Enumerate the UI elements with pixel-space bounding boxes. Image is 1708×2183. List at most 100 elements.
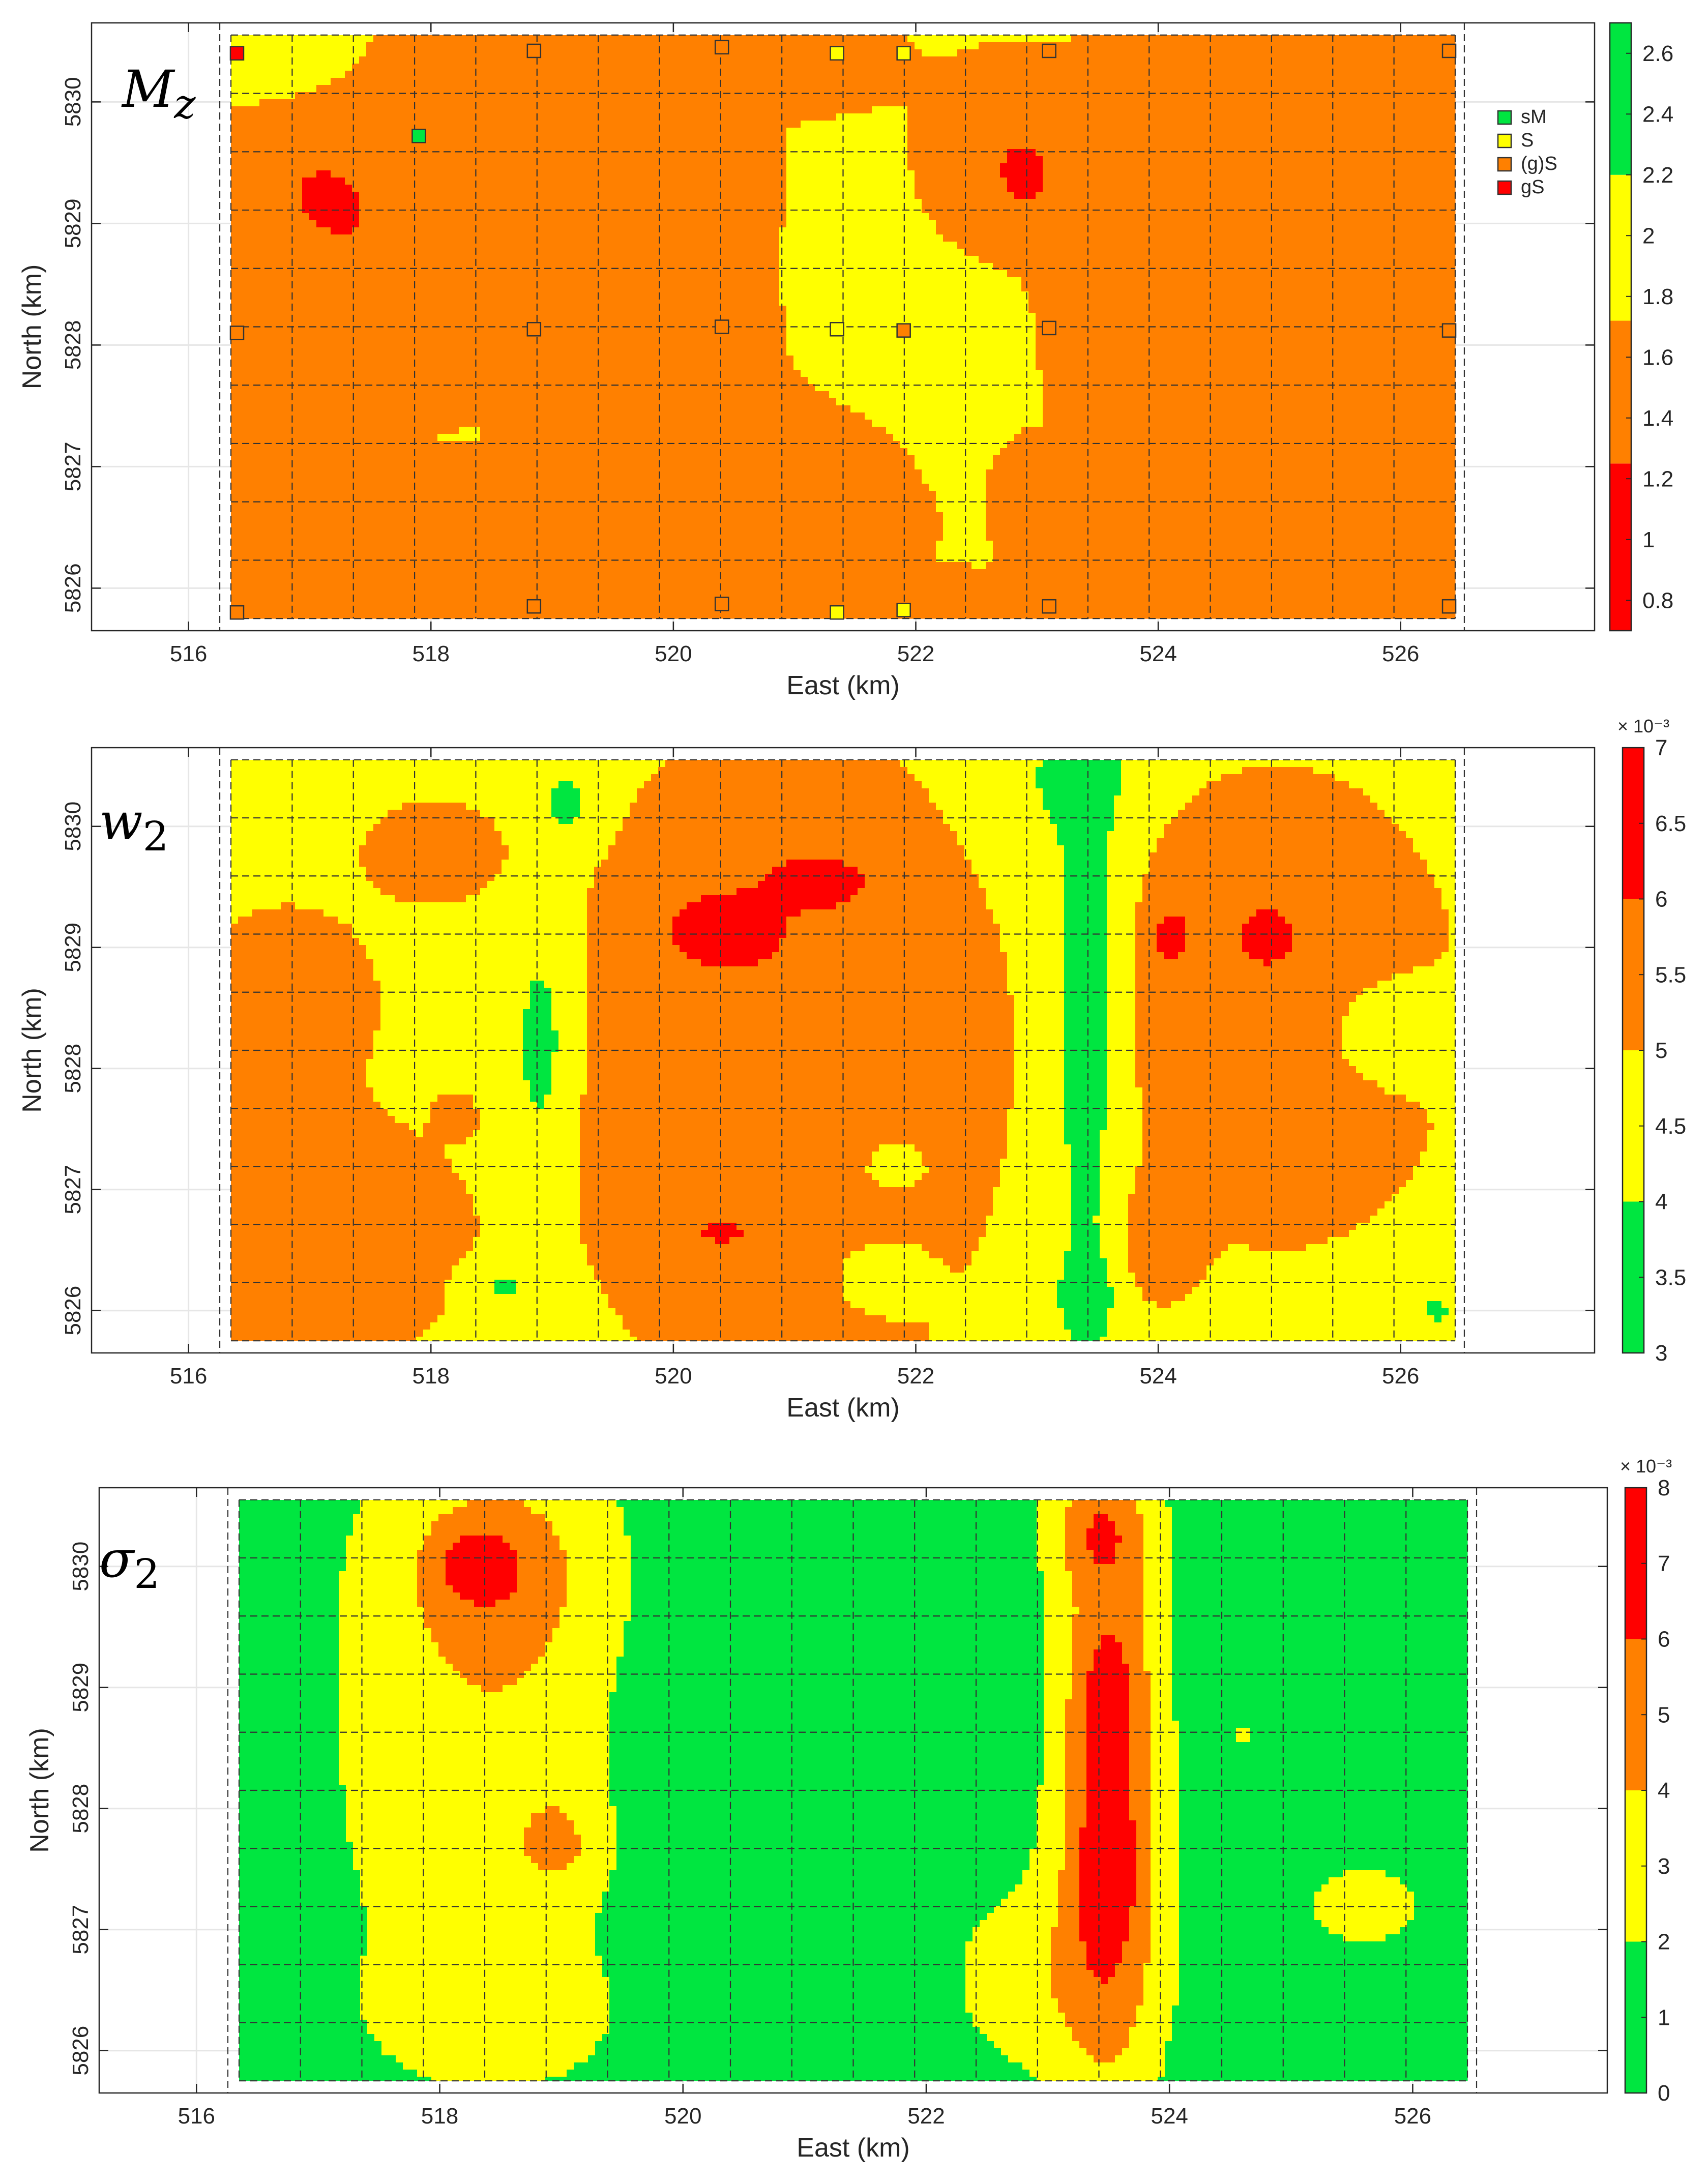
heatmap-cell-run [1136, 1898, 1151, 1906]
heatmap-cell-run [1449, 1308, 1456, 1316]
heatmap-cell-run [986, 533, 1456, 541]
heatmap-cell-run [1086, 2048, 1123, 2056]
heatmap-cell-run [616, 1656, 1044, 1664]
heatmap-cell-run [1413, 1912, 1468, 1921]
heatmap-cell-run [352, 923, 587, 931]
heatmap-cell-run [231, 1001, 381, 1010]
heatmap-cell-run [993, 916, 1065, 924]
heatmap-cell-run [609, 2026, 980, 2034]
heatmap-cell-run [580, 1834, 617, 1842]
heatmap-cell-run [445, 1144, 580, 1152]
heatmap-cell-run [231, 1115, 395, 1124]
heatmap-cell-run [616, 1848, 1030, 1856]
heatmap-cell-run [239, 1706, 339, 1714]
heatmap-cell-run [1086, 1820, 1137, 1828]
heatmap-cell-run [580, 1108, 1008, 1116]
heatmap-cell-run [950, 1265, 965, 1273]
heatmap-cell-run [1064, 923, 1107, 931]
heatmap-cell-run [231, 945, 367, 953]
heatmap-cell-run [1079, 1920, 1130, 1928]
heatmap-cell-run [523, 1066, 552, 1074]
heatmap-cell-run [1043, 1571, 1073, 1579]
heatmap-cell-run [452, 1165, 580, 1173]
colorbar-multiplier: × 10⁻³ [1620, 1456, 1672, 1477]
heatmap-cell-run [566, 1599, 631, 1607]
heatmap-cell-run [580, 788, 637, 796]
panel-symbol-main: w [99, 792, 143, 851]
heatmap-cell-run [380, 1009, 523, 1017]
heatmap-cell-run [1135, 973, 1392, 981]
heatmap-cell-run [1086, 1670, 1130, 1678]
heatmap-cell-run [1434, 1315, 1442, 1323]
heatmap-cell-run [779, 937, 1000, 946]
heatmap-cell-run [1100, 1172, 1136, 1181]
heatmap-cell-run [231, 1016, 381, 1024]
heatmap-cell-run [1142, 1094, 1406, 1102]
heatmap-cell-run [1135, 1058, 1349, 1067]
colorbar-tick-label: 3 [1658, 1854, 1670, 1879]
heatmap-cell-run [551, 994, 587, 1002]
heatmap-cell-run [231, 84, 317, 93]
heatmap-cell-run [509, 1592, 567, 1600]
heatmap-cell-run [1057, 1891, 1080, 1899]
heatmap-cell-run [1107, 1058, 1136, 1067]
heatmap-cell-run [616, 1670, 1044, 1678]
heatmap-cell-run [1014, 1030, 1065, 1038]
heatmap-cell-run [231, 1137, 466, 1145]
heatmap-cell-run [531, 1813, 567, 1821]
heatmap-cell-run [231, 1272, 452, 1280]
y-tick-label: 5826 [61, 563, 85, 613]
heatmap-cell-run [1143, 1578, 1172, 1586]
heatmap-cell-run [1135, 980, 1378, 988]
heatmap-cell-run [566, 1578, 631, 1586]
heatmap-cell-run [1171, 1656, 1468, 1664]
heatmap-cell-run [480, 1215, 580, 1223]
heatmap-cell-run [872, 1172, 922, 1181]
heatmap-cell-run [231, 42, 367, 50]
heatmap-cell-run [922, 198, 1456, 206]
heatmap-cell-run [1065, 1542, 1087, 1550]
heatmap-cell-run [231, 880, 374, 889]
heatmap-cell-run [417, 1563, 446, 1572]
heatmap-cell-run [1107, 1272, 1136, 1280]
heatmap-cell-run [623, 816, 944, 824]
heatmap-cell-run [865, 873, 979, 881]
heatmap-cell-run [1179, 1905, 1315, 1913]
heatmap-cell-run [417, 1556, 446, 1565]
heatmap-cell-run [1392, 1194, 1456, 1202]
heatmap-cell-run [1000, 1898, 1058, 1906]
heatmap-cell-run [231, 448, 908, 456]
heatmap-cell-run [480, 433, 894, 441]
heatmap-cell-run [466, 895, 587, 903]
heatmap-cell-run [423, 1123, 481, 1131]
heatmap-cell-run [1100, 1336, 1456, 1341]
heatmap-cell-run [523, 1827, 574, 1835]
heatmap-cell-run [473, 1194, 580, 1202]
heatmap-cell-run [1065, 1556, 1094, 1565]
colorbar-tick-label: 4.5 [1655, 1114, 1686, 1139]
heatmap-cell-run [993, 540, 1456, 548]
heatmap-cell-run [1179, 1749, 1468, 1757]
heatmap-cell-run [630, 1542, 1037, 1550]
heatmap-cell-run [1079, 1927, 1130, 1935]
heatmap-cell-run [1143, 1535, 1172, 1543]
heatmap-cell-run [1036, 341, 1456, 349]
heatmap-cell-run [1107, 1087, 1143, 1095]
heatmap-cell-run [239, 1927, 368, 1935]
heatmap-cell-run [580, 1101, 1015, 1109]
heatmap-cell-run [573, 1827, 617, 1835]
heatmap-cell-run [1107, 980, 1136, 988]
heatmap-cell-run [345, 1798, 610, 1807]
heatmap-cell-run [1007, 1108, 1065, 1116]
heatmap-cell-run [993, 1194, 1072, 1202]
heatmap-cell-run [231, 241, 780, 249]
heatmap-cell-run [1064, 1251, 1100, 1259]
heatmap-cell-run [424, 1535, 460, 1543]
heatmap-cell-run [509, 845, 609, 853]
heatmap-cell-run [1036, 1507, 1066, 1515]
colorbar-tick-label: 1.8 [1642, 284, 1673, 309]
heatmap-cell-run [1363, 788, 1456, 796]
heatmap-cell-run [239, 1991, 361, 1999]
heatmap-cell-run [1043, 1649, 1073, 1657]
heatmap-cell-run [1107, 880, 1143, 889]
